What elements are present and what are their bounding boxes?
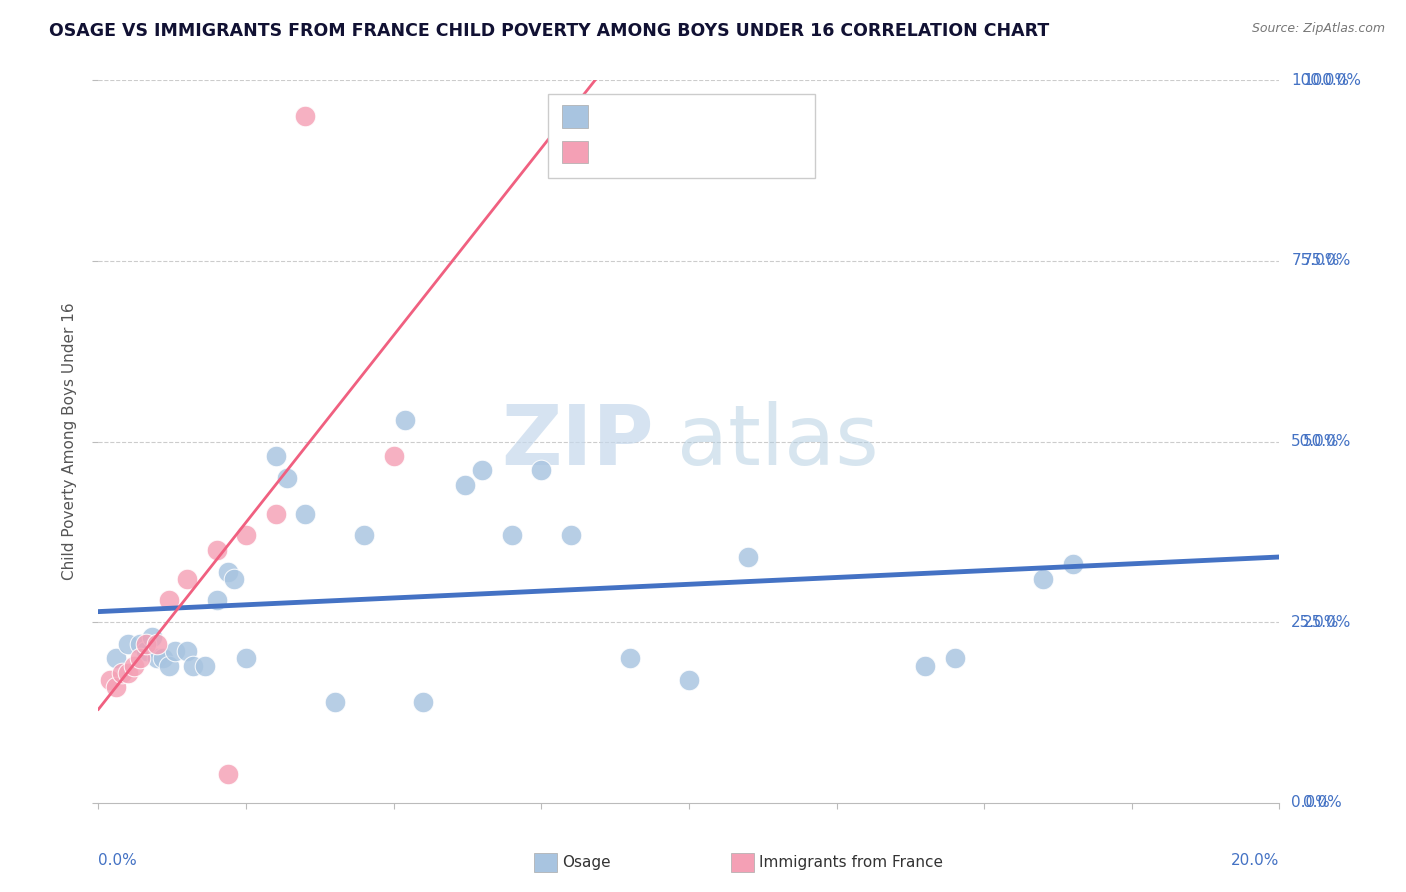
Point (235, 651, 257, 665)
Point (353, 528, 375, 542)
Text: Osage: Osage (562, 855, 612, 870)
Point (619, 651, 641, 665)
Point (914, 658, 936, 673)
Point (382, 449, 405, 463)
Point (176, 644, 198, 658)
Point (205, 542, 228, 557)
Point (176, 572, 198, 586)
Text: 100.0%: 100.0% (1291, 73, 1350, 87)
Text: 50.0%: 50.0% (1291, 434, 1340, 449)
Point (394, 413, 416, 427)
Point (217, 767, 239, 781)
Text: 25.0%: 25.0% (1303, 615, 1351, 630)
Point (205, 593, 228, 607)
Text: Source: ZipAtlas.com: Source: ZipAtlas.com (1251, 22, 1385, 36)
Text: R = 0.221: R = 0.221 (598, 107, 681, 125)
Point (235, 528, 257, 542)
Point (128, 637, 150, 651)
Point (264, 449, 287, 463)
Point (98, 673, 121, 687)
Text: 75.0%: 75.0% (1291, 253, 1340, 268)
Text: 0.0%: 0.0% (98, 854, 138, 869)
Point (217, 565, 239, 579)
Text: N = 35: N = 35 (710, 107, 768, 125)
Point (157, 658, 180, 673)
Text: 20.0%: 20.0% (1232, 854, 1279, 869)
Point (276, 471, 298, 485)
Point (943, 651, 966, 665)
Point (294, 507, 316, 521)
Text: OSAGE VS IMMIGRANTS FROM FRANCE CHILD POVERTY AMONG BOYS UNDER 16 CORRELATION CH: OSAGE VS IMMIGRANTS FROM FRANCE CHILD PO… (49, 22, 1049, 40)
Text: ZIP: ZIP (501, 401, 654, 482)
Point (1062, 558, 1084, 572)
Point (128, 651, 150, 665)
Point (105, 680, 128, 694)
Point (412, 695, 434, 709)
Point (471, 463, 494, 477)
Point (224, 572, 246, 586)
Point (141, 630, 163, 644)
Point (294, 109, 316, 123)
Point (117, 665, 139, 680)
Point (157, 593, 180, 607)
Point (264, 507, 287, 521)
Point (560, 528, 582, 542)
Text: atlas: atlas (678, 401, 879, 482)
Point (453, 478, 475, 492)
Point (152, 651, 174, 665)
Text: 0.0%: 0.0% (1291, 796, 1330, 810)
Text: N = 16: N = 16 (710, 143, 768, 161)
Point (194, 658, 217, 673)
Text: 100.0%: 100.0% (1303, 73, 1361, 87)
Point (117, 637, 139, 651)
Text: 25.0%: 25.0% (1291, 615, 1340, 630)
Point (737, 550, 759, 565)
Point (530, 463, 553, 477)
Point (135, 644, 157, 658)
Y-axis label: Child Poverty Among Boys Under 16: Child Poverty Among Boys Under 16 (62, 302, 77, 581)
Point (501, 528, 523, 542)
Text: R = 0.758: R = 0.758 (598, 143, 681, 161)
Text: 0.0%: 0.0% (1303, 796, 1341, 810)
Point (181, 658, 204, 673)
Point (135, 637, 157, 651)
Point (323, 695, 346, 709)
Text: 75.0%: 75.0% (1303, 253, 1351, 268)
Point (111, 665, 134, 680)
Text: 50.0%: 50.0% (1303, 434, 1351, 449)
Point (146, 637, 169, 651)
Point (165, 644, 187, 658)
Point (105, 651, 128, 665)
Text: Immigrants from France: Immigrants from France (759, 855, 943, 870)
Point (146, 651, 169, 665)
Point (122, 658, 145, 673)
Point (678, 673, 700, 687)
Point (1032, 572, 1054, 586)
